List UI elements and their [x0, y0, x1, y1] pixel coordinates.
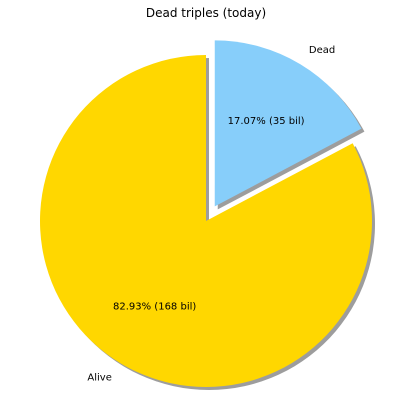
slice-value-label-alive: 82.93% (168 bil)	[113, 301, 196, 312]
slice-value-label-dead: 17.07% (35 bil)	[228, 116, 305, 127]
chart-title: Dead triples (today)	[146, 6, 266, 20]
slices	[39, 40, 373, 387]
slice-label-alive: Alive	[87, 372, 111, 383]
slice-label-dead: Dead	[309, 45, 335, 56]
slice-alive	[39, 55, 373, 387]
slice-labels: Dead 17.07% (35 bil) Alive 82.93% (168 bil)	[87, 45, 335, 383]
slice-dead	[214, 40, 362, 207]
